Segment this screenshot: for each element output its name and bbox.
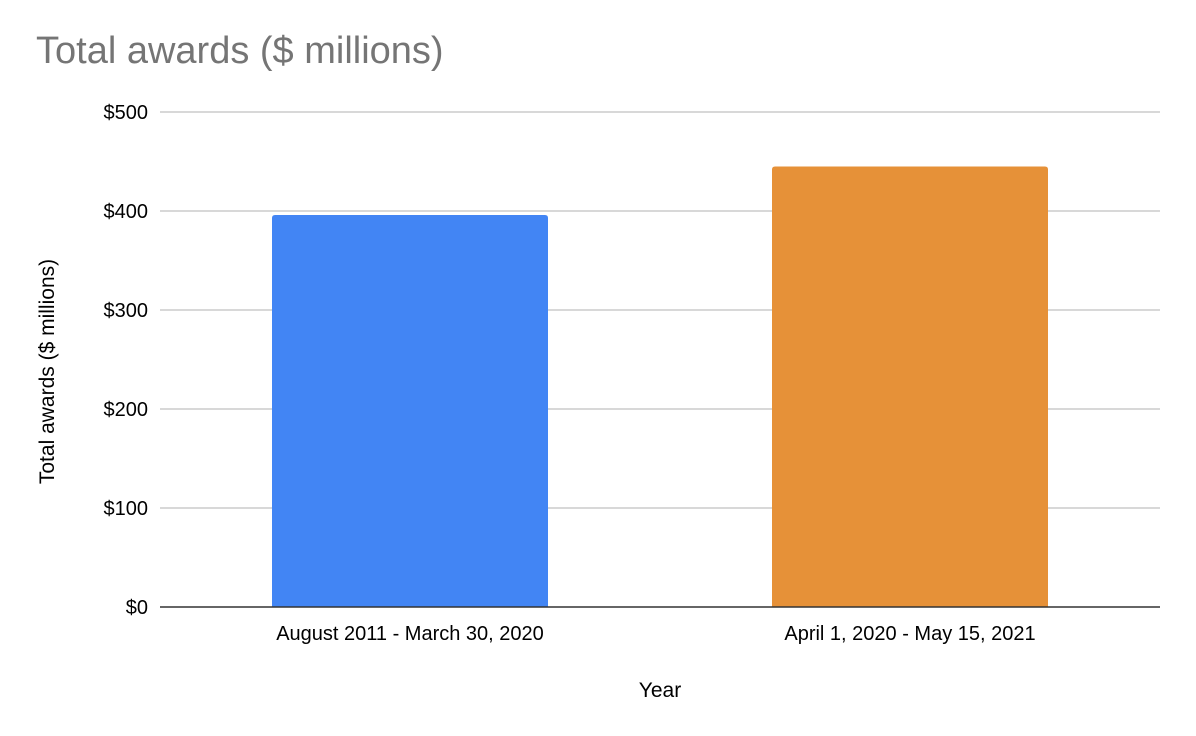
x-tick-labels: August 2011 - March 30, 2020 April 1, 202… [276,623,1035,645]
bars [272,166,1048,607]
y-tick-label: $200 [104,399,149,421]
bar [272,214,548,607]
x-axis-title: Year [639,679,681,702]
y-tick-labels: $0 $100 $200 $300 $400 $500 [104,102,149,619]
y-axis-title: Total awards ($ millions) [36,259,59,484]
x-tick-label: April 1, 2020 - May 15, 2021 [784,623,1035,645]
y-tick-label: $300 [104,300,149,322]
y-tick-label: $400 [104,201,149,223]
bar [772,166,1048,607]
y-tick-label: $0 [126,597,148,619]
y-tick-label: $500 [104,102,149,124]
chart-title: Total awards ($ millions) [36,30,444,72]
y-tick-label: $100 [104,498,149,520]
x-tick-label: August 2011 - March 30, 2020 [276,623,544,645]
